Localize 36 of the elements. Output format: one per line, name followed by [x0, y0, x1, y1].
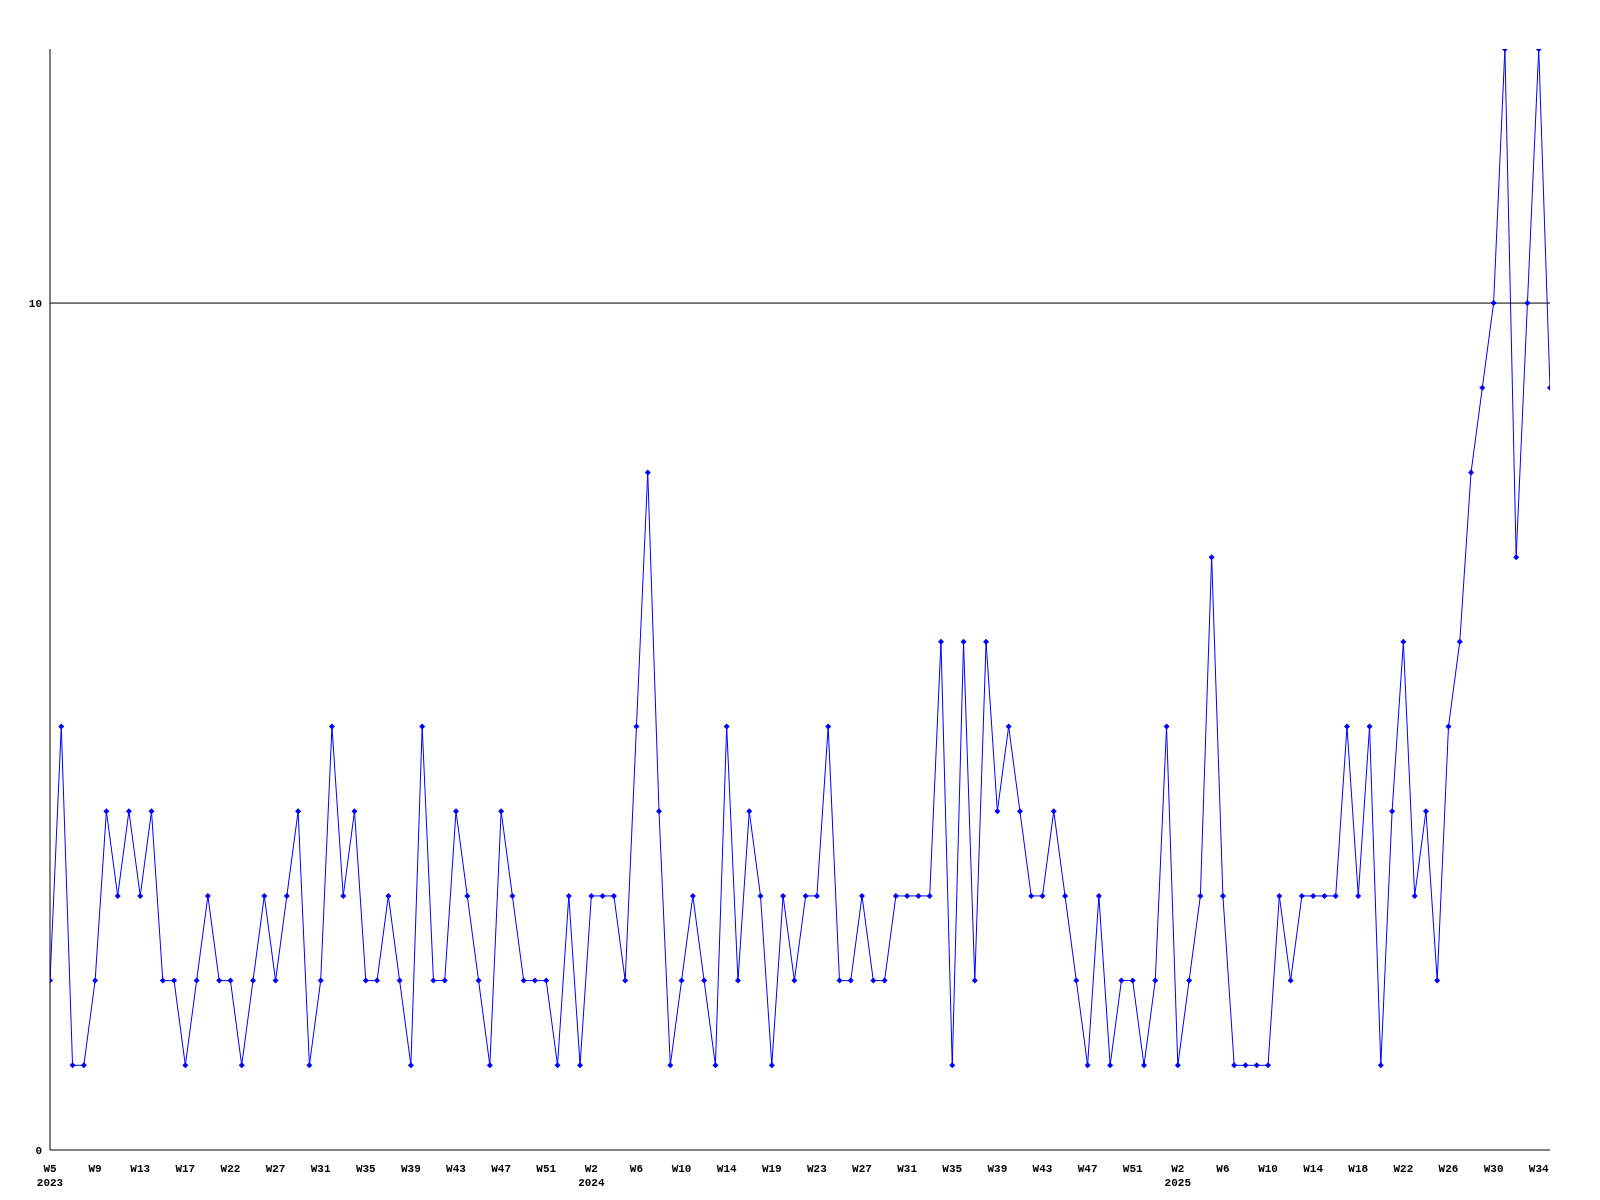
x-tick-label: W39 [987, 1163, 1008, 1175]
x-tick-label: W14 [716, 1163, 737, 1175]
x-tick-label: W35 [942, 1163, 963, 1175]
x-tick-label: W17 [175, 1163, 196, 1175]
x-tick-label: W6 [1216, 1163, 1230, 1175]
x-tick-label: W34 [1528, 1163, 1550, 1175]
x-tick-label: W30 [1483, 1163, 1504, 1175]
x-tick-label: W10 [1258, 1163, 1278, 1175]
x-tick-label: W9 [88, 1163, 102, 1175]
x-tick-label: W2 2024 [578, 1163, 605, 1189]
x-tick-label: W5 2023 [36, 1163, 64, 1189]
x-tick-label: W13 [130, 1163, 151, 1175]
x-tick-label: W27 [265, 1163, 286, 1175]
x-tick-label: W22 [220, 1163, 241, 1175]
x-tick-label: W47 [491, 1163, 512, 1175]
x-tick-label: W35 [355, 1163, 377, 1175]
x-tick-label: W2 2025 [1164, 1163, 1192, 1189]
x-tick-label: W31 [897, 1163, 918, 1175]
x-tick-label: W51 [1122, 1163, 1143, 1175]
y-tick-label: 0 [35, 1144, 42, 1157]
x-tick-label: W26 [1438, 1163, 1459, 1175]
x-tick-label: W43 [1032, 1163, 1053, 1175]
x-tick-label: W47 [1077, 1163, 1098, 1175]
x-tick-label: W31 [310, 1163, 331, 1175]
x-tick-label: W39 [401, 1163, 421, 1175]
y-tick-label: 10 [28, 297, 42, 310]
x-tick-label: W6 [629, 1163, 644, 1175]
x-tick-label: W10 [671, 1163, 692, 1175]
x-tick-label: W23 [807, 1163, 828, 1175]
x-tick-label: W22 [1393, 1163, 1414, 1175]
x-tick-label: W19 [761, 1163, 782, 1175]
x-tick-label: W43 [446, 1163, 467, 1175]
x-tick-label: W14 [1303, 1163, 1324, 1175]
x-tick-label: W51 [536, 1163, 557, 1175]
x-tick-label: W27 [852, 1163, 872, 1175]
x-tick-label: W18 [1348, 1163, 1369, 1175]
